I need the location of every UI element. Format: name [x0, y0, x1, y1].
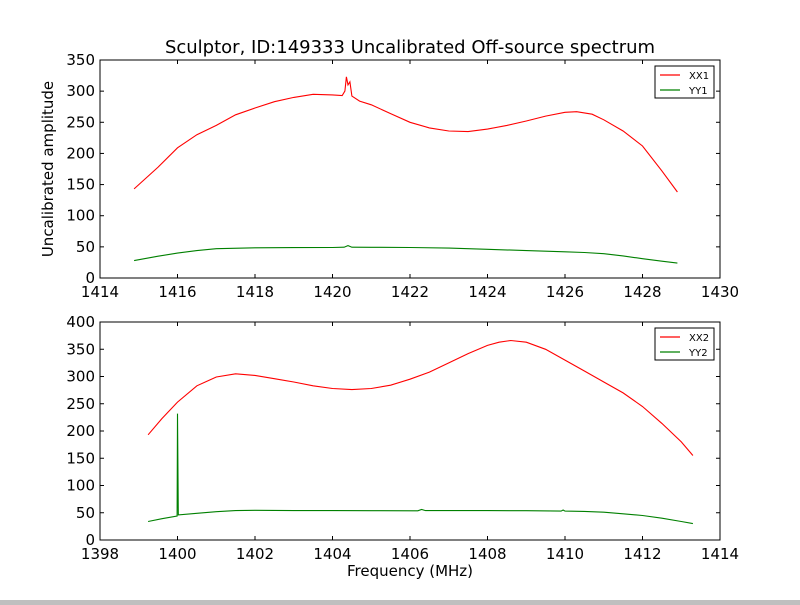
x-tick-label: 1430 [701, 283, 739, 301]
y-tick-label: 350 [66, 51, 95, 69]
x-tick-label: 1406 [391, 545, 429, 563]
y-tick-label: 350 [66, 340, 95, 358]
x-tick-label: 1408 [468, 545, 506, 563]
y-tick-label: 0 [85, 531, 95, 549]
x-tick-label: 1414 [81, 283, 119, 301]
plot-area [100, 60, 720, 278]
chart-title: Sculptor, ID:149333 Uncalibrated Off-sou… [165, 37, 655, 58]
y-tick-label: 200 [66, 422, 95, 440]
series-line-xx1 [133, 76, 678, 193]
x-tick-label: 1412 [623, 545, 661, 563]
y-tick-label: 150 [66, 176, 95, 194]
legend-frame [654, 65, 715, 99]
x-tick-label: 1428 [623, 283, 661, 301]
y-tick-label: 300 [66, 368, 95, 386]
x-tick-label: 1398 [81, 545, 119, 563]
legend-label-xx2: XX2 [689, 333, 709, 344]
x-tick-label: 1426 [546, 283, 584, 301]
x-tick-label: 1400 [158, 545, 196, 563]
plot-area [100, 322, 720, 540]
x-tick-label: 1410 [546, 545, 584, 563]
y-tick-label: 300 [66, 82, 95, 100]
y-tick-label: 250 [66, 113, 95, 131]
y-tick-label: 400 [66, 313, 95, 331]
x-axis-label: Frequency (MHz) [347, 562, 473, 580]
legend-label-yy2: YY2 [688, 348, 708, 359]
x-tick-label: 1424 [468, 283, 506, 301]
y-axis-label: Uncalibrated amplitude [39, 81, 57, 257]
y-tick-label: 200 [66, 144, 95, 162]
y-tick-label: 100 [66, 207, 95, 225]
y-tick-label: 50 [76, 504, 95, 522]
y-tick-label: 150 [66, 449, 95, 467]
x-tick-label: 1404 [313, 545, 351, 563]
y-tick-label: 50 [76, 238, 95, 256]
y-tick-label: 100 [66, 477, 95, 495]
series-line-xx2 [147, 339, 694, 456]
series-line-yy1 [134, 245, 678, 264]
x-tick-label: 1422 [391, 283, 429, 301]
x-tick-label: 1414 [701, 545, 739, 563]
x-tick-label: 1416 [158, 283, 196, 301]
legend-label-xx1: XX1 [689, 71, 709, 82]
subplot-1: 1414 1416 1418 1420 1422 1424 1426 1428 1430 0 50 1… [39, 37, 739, 301]
y-tick-label: 250 [66, 395, 95, 413]
x-tick-label: 1418 [236, 283, 274, 301]
legend-label-yy1: YY1 [688, 86, 708, 97]
x-tick-label: 1420 [313, 283, 351, 301]
series-line-yy2 [147, 413, 693, 525]
y-tick-label: 0 [85, 269, 95, 287]
legend-frame [654, 327, 715, 361]
x-tick-label: 1402 [236, 545, 274, 563]
subplot-2: 1398 1400 1402 1404 1406 1408 1410 1412 1414 0 50 1… [66, 313, 739, 580]
